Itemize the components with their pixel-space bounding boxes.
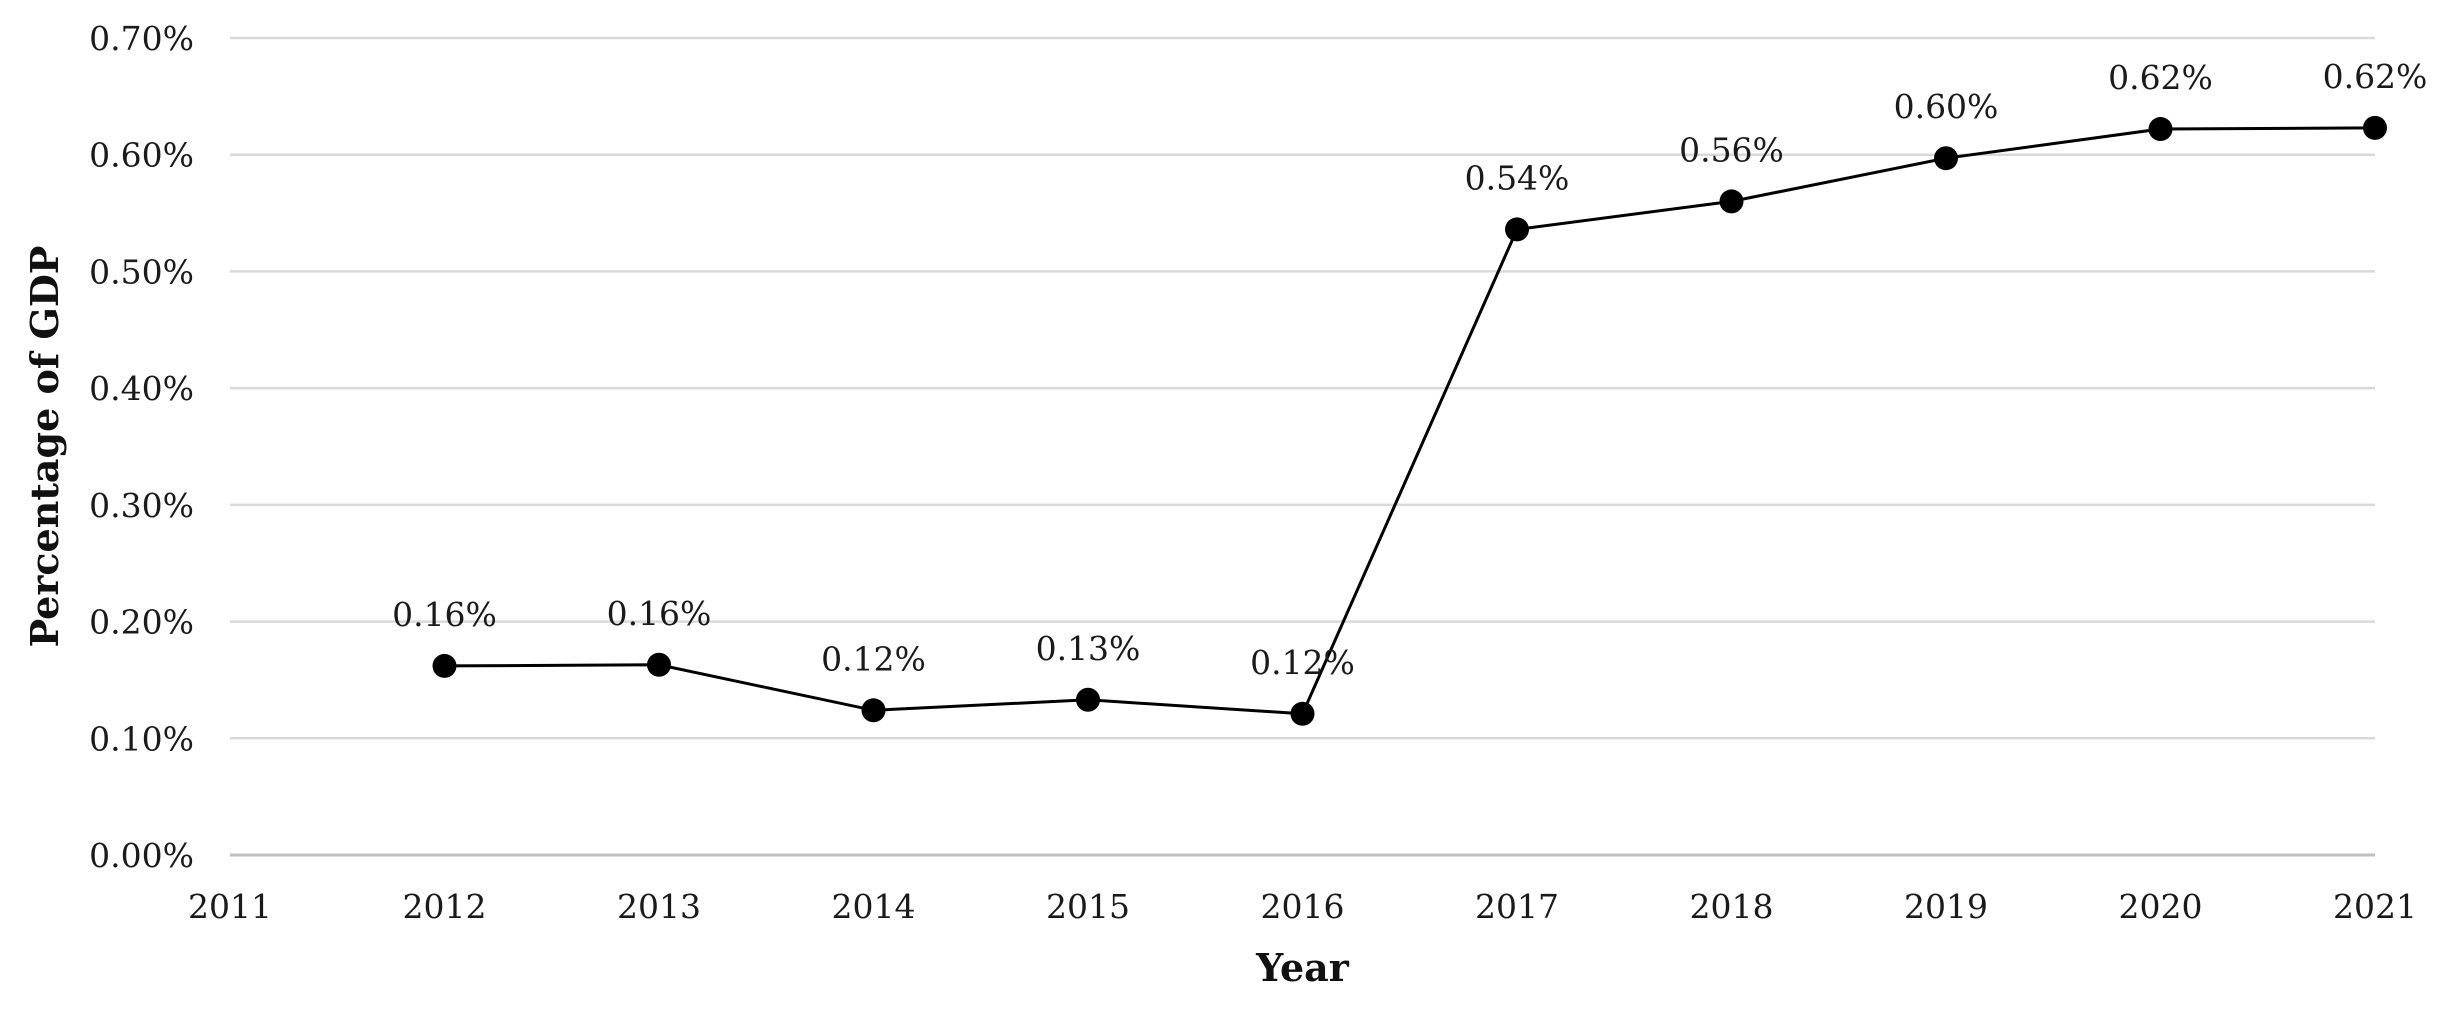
data-point <box>2148 117 2173 142</box>
y-axis-title: Percentage of GDP <box>22 246 67 648</box>
x-tick-label: 2013 <box>617 887 701 926</box>
data-point <box>2363 115 2387 140</box>
series-line <box>444 126 2376 716</box>
data-point <box>1076 687 1100 712</box>
y-tick-label: 0.00% <box>89 836 194 875</box>
data-label: 0.12% <box>1250 643 1355 682</box>
data-label: 0.60% <box>1894 87 1999 126</box>
data-label: 0.62% <box>2108 58 2213 97</box>
x-tick-label: 2020 <box>2119 887 2203 926</box>
y-tick-label: 0.60% <box>89 136 194 175</box>
x-tick-label: 2017 <box>1475 887 1559 926</box>
x-axis-title: Year <box>1255 945 1350 990</box>
y-tick-label: 0.30% <box>89 486 194 525</box>
series <box>432 115 2387 726</box>
x-tick-label: 2014 <box>832 887 916 926</box>
y-tick-label: 0.50% <box>89 252 194 291</box>
data-label: 0.56% <box>1679 130 1784 169</box>
grid-lines <box>230 36 2375 857</box>
y-tick-label: 0.70% <box>89 19 194 58</box>
y-axis-ticks: 0.00% 0.10% 0.20% 0.30% 0.40% 0.50% 0.60% 0.70% <box>89 19 194 875</box>
data-label: 0.54% <box>1465 158 1570 197</box>
data-point <box>1934 146 1958 171</box>
data-point <box>1290 701 1315 726</box>
data-label: 0.13% <box>1036 629 1141 668</box>
x-axis-ticks: 2011 2012 2013 2014 2015 2016 2017 2018 2019 2020… <box>188 887 2417 926</box>
y-tick-label: 0.20% <box>89 603 194 642</box>
x-tick-label: 2012 <box>403 887 487 926</box>
x-tick-label: 2011 <box>188 887 272 926</box>
y-tick-label: 0.40% <box>89 369 194 408</box>
data-point <box>1505 217 1529 242</box>
data-labels: 0.16% 0.16% 0.12% 0.13% 0.12% 0.54% 0.56% 0.60%… <box>392 57 2427 682</box>
data-label: 0.12% <box>821 639 926 678</box>
x-tick-label: 2015 <box>1046 887 1130 926</box>
data-label: 0.16% <box>392 595 497 634</box>
data-point <box>1719 189 1744 214</box>
x-tick-label: 2016 <box>1261 887 1345 926</box>
x-tick-label: 2018 <box>1690 887 1774 926</box>
y-tick-label: 0.10% <box>89 719 194 758</box>
data-label: 0.16% <box>607 594 712 633</box>
data-point <box>432 653 457 678</box>
data-point <box>861 698 886 723</box>
data-point <box>647 652 671 677</box>
x-tick-label: 2019 <box>1904 887 1988 926</box>
x-tick-label: 2021 <box>2333 887 2417 926</box>
data-label: 0.62% <box>2323 57 2428 96</box>
